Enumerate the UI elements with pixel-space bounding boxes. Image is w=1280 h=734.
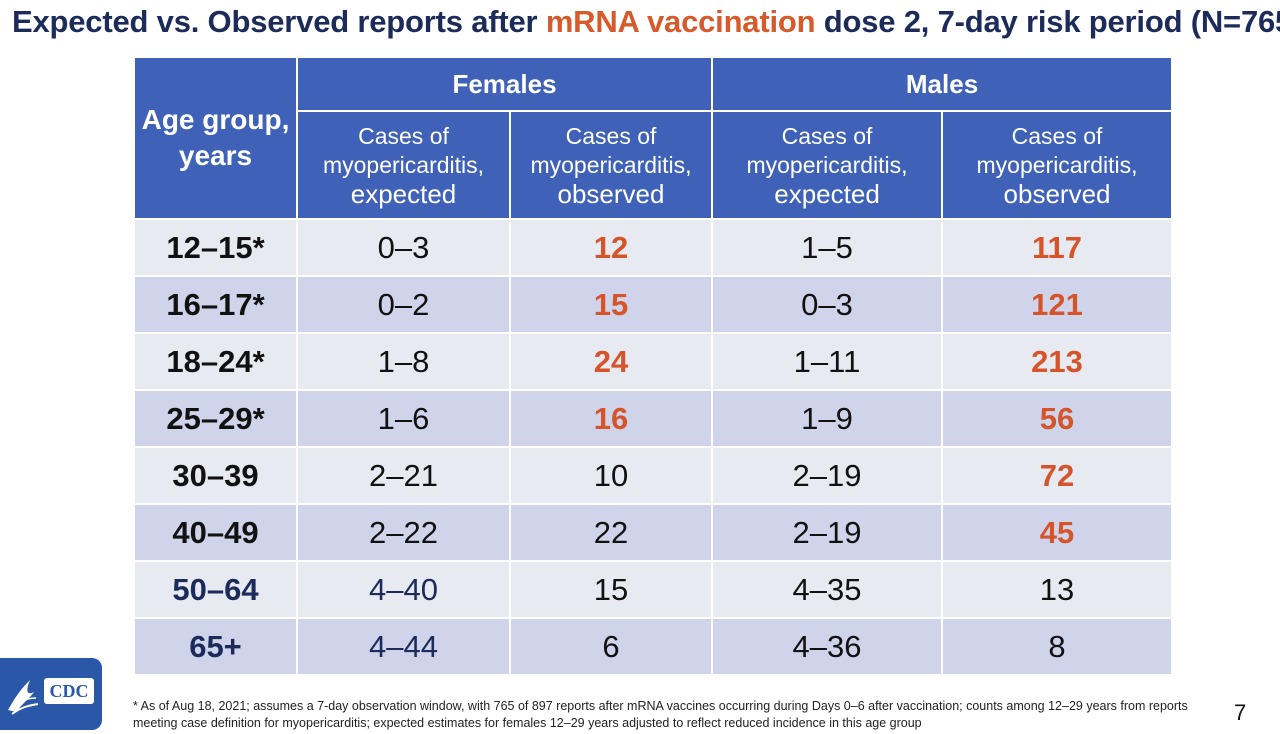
female-observed-cell: 16: [508, 389, 714, 448]
cdc-logo-text: CDC: [44, 678, 94, 704]
males-header: Males: [711, 56, 1174, 112]
slide-title: Expected vs. Observed reports after mRNA…: [12, 4, 1280, 40]
sub-line: Cases of: [358, 122, 449, 149]
table-row: 12–15* 0–3 12 1–5 117: [133, 218, 1174, 277]
page-number: 7: [1234, 700, 1247, 725]
cdc-logo: CDC: [0, 658, 102, 730]
sub-line: Cases of: [781, 122, 873, 149]
male-expected-cell: 4–36: [711, 617, 944, 676]
female-observed-cell: 15: [508, 560, 714, 619]
male-observed-cell: 117: [941, 218, 1174, 277]
male-expected-cell: 1–9: [711, 389, 944, 448]
hhs-eagle-icon: [4, 670, 44, 723]
male-expected-cell: 4–35: [711, 560, 944, 619]
table-row: 18–24* 1–8 24 1–11 213: [133, 332, 1174, 391]
female-observed-cell: 10: [508, 446, 714, 505]
table-row: 50–64 4–40 15 4–35 13: [133, 560, 1174, 619]
age-header-line1: Age group,: [141, 104, 290, 135]
comparison-table: Age group, years Females Males Cases of …: [133, 56, 1174, 676]
male-expected-cell: 1–5: [711, 218, 944, 277]
age-cell: 25–29*: [133, 389, 298, 448]
female-observed-cell: 6: [508, 617, 714, 676]
male-observed-cell: 72: [941, 446, 1174, 505]
male-expected-cell: 1–11: [711, 332, 944, 391]
age-cell: 30–39: [133, 446, 298, 505]
female-observed-cell: 12: [508, 218, 714, 277]
age-cell: 16–17*: [133, 275, 298, 334]
male-observed-cell: 8: [941, 617, 1174, 676]
female-expected-cell: 0–3: [296, 218, 511, 277]
table-row: 65+ 4–44 6 4–36 8: [133, 617, 1174, 676]
male-expected-cell: 2–19: [711, 446, 944, 505]
sub-line: myopericarditis,: [530, 151, 692, 178]
sub-line: expected: [774, 178, 880, 209]
females-header: Females: [295, 56, 714, 112]
male-observed-cell: 213: [941, 332, 1174, 391]
age-cell: 65+: [133, 617, 298, 676]
table-row: 16–17* 0–2 15 0–3 121: [133, 275, 1174, 334]
female-observed-cell: 24: [508, 332, 714, 391]
female-expected-cell: 1–8: [296, 332, 511, 391]
table-row: 30–39 2–21 10 2–19 72: [133, 446, 1174, 505]
female-expected-cell: 0–2: [296, 275, 511, 334]
female-expected-cell: 2–21: [296, 446, 511, 505]
title-accent: mRNA vaccination: [545, 4, 816, 39]
age-group-header: Age group, years: [133, 56, 298, 220]
sub-line: myopericarditis,: [322, 151, 485, 178]
sub-line: observed: [1003, 178, 1111, 209]
male-expected-cell: 2–19: [711, 503, 944, 562]
sub-line: Cases of: [1011, 122, 1103, 149]
title-suffix: dose 2, 7-day risk period (N=765)*: [815, 4, 1280, 39]
female-observed-cell: 22: [508, 503, 714, 562]
females-observed-header: Cases of myopericarditis, observed: [508, 110, 714, 220]
male-observed-cell: 45: [941, 503, 1174, 562]
sub-line: Cases of: [565, 122, 657, 149]
age-cell: 18–24*: [133, 332, 298, 391]
female-expected-cell: 4–44: [296, 617, 511, 676]
male-observed-cell: 121: [941, 275, 1174, 334]
males-observed-header: Cases of myopericarditis, observed: [941, 110, 1174, 220]
male-observed-cell: 13: [941, 560, 1174, 619]
female-expected-cell: 4–40: [296, 560, 511, 619]
female-observed-cell: 15: [508, 275, 714, 334]
sub-line: observed: [557, 178, 665, 209]
male-observed-cell: 56: [941, 389, 1174, 448]
female-expected-cell: 2–22: [296, 503, 511, 562]
age-header-line2: years: [178, 140, 253, 171]
sub-line: myopericarditis,: [746, 151, 908, 178]
footnote: * As of Aug 18, 2021; assumes a 7-day ob…: [133, 699, 1188, 730]
male-expected-cell: 0–3: [711, 275, 944, 334]
males-expected-header: Cases of myopericarditis, expected: [711, 110, 944, 220]
sub-line: myopericarditis,: [976, 151, 1138, 178]
table-row: 25–29* 1–6 16 1–9 56: [133, 389, 1174, 448]
table-row: 40–49 2–22 22 2–19 45: [133, 503, 1174, 562]
age-cell: 40–49: [133, 503, 298, 562]
age-cell: 12–15*: [133, 218, 298, 277]
age-cell: 50–64: [133, 560, 298, 619]
title-prefix: Expected vs. Observed reports after: [12, 4, 546, 39]
sub-line: expected: [350, 178, 457, 209]
female-expected-cell: 1–6: [296, 389, 511, 448]
females-expected-header: Cases of myopericarditis, expected: [296, 110, 511, 220]
